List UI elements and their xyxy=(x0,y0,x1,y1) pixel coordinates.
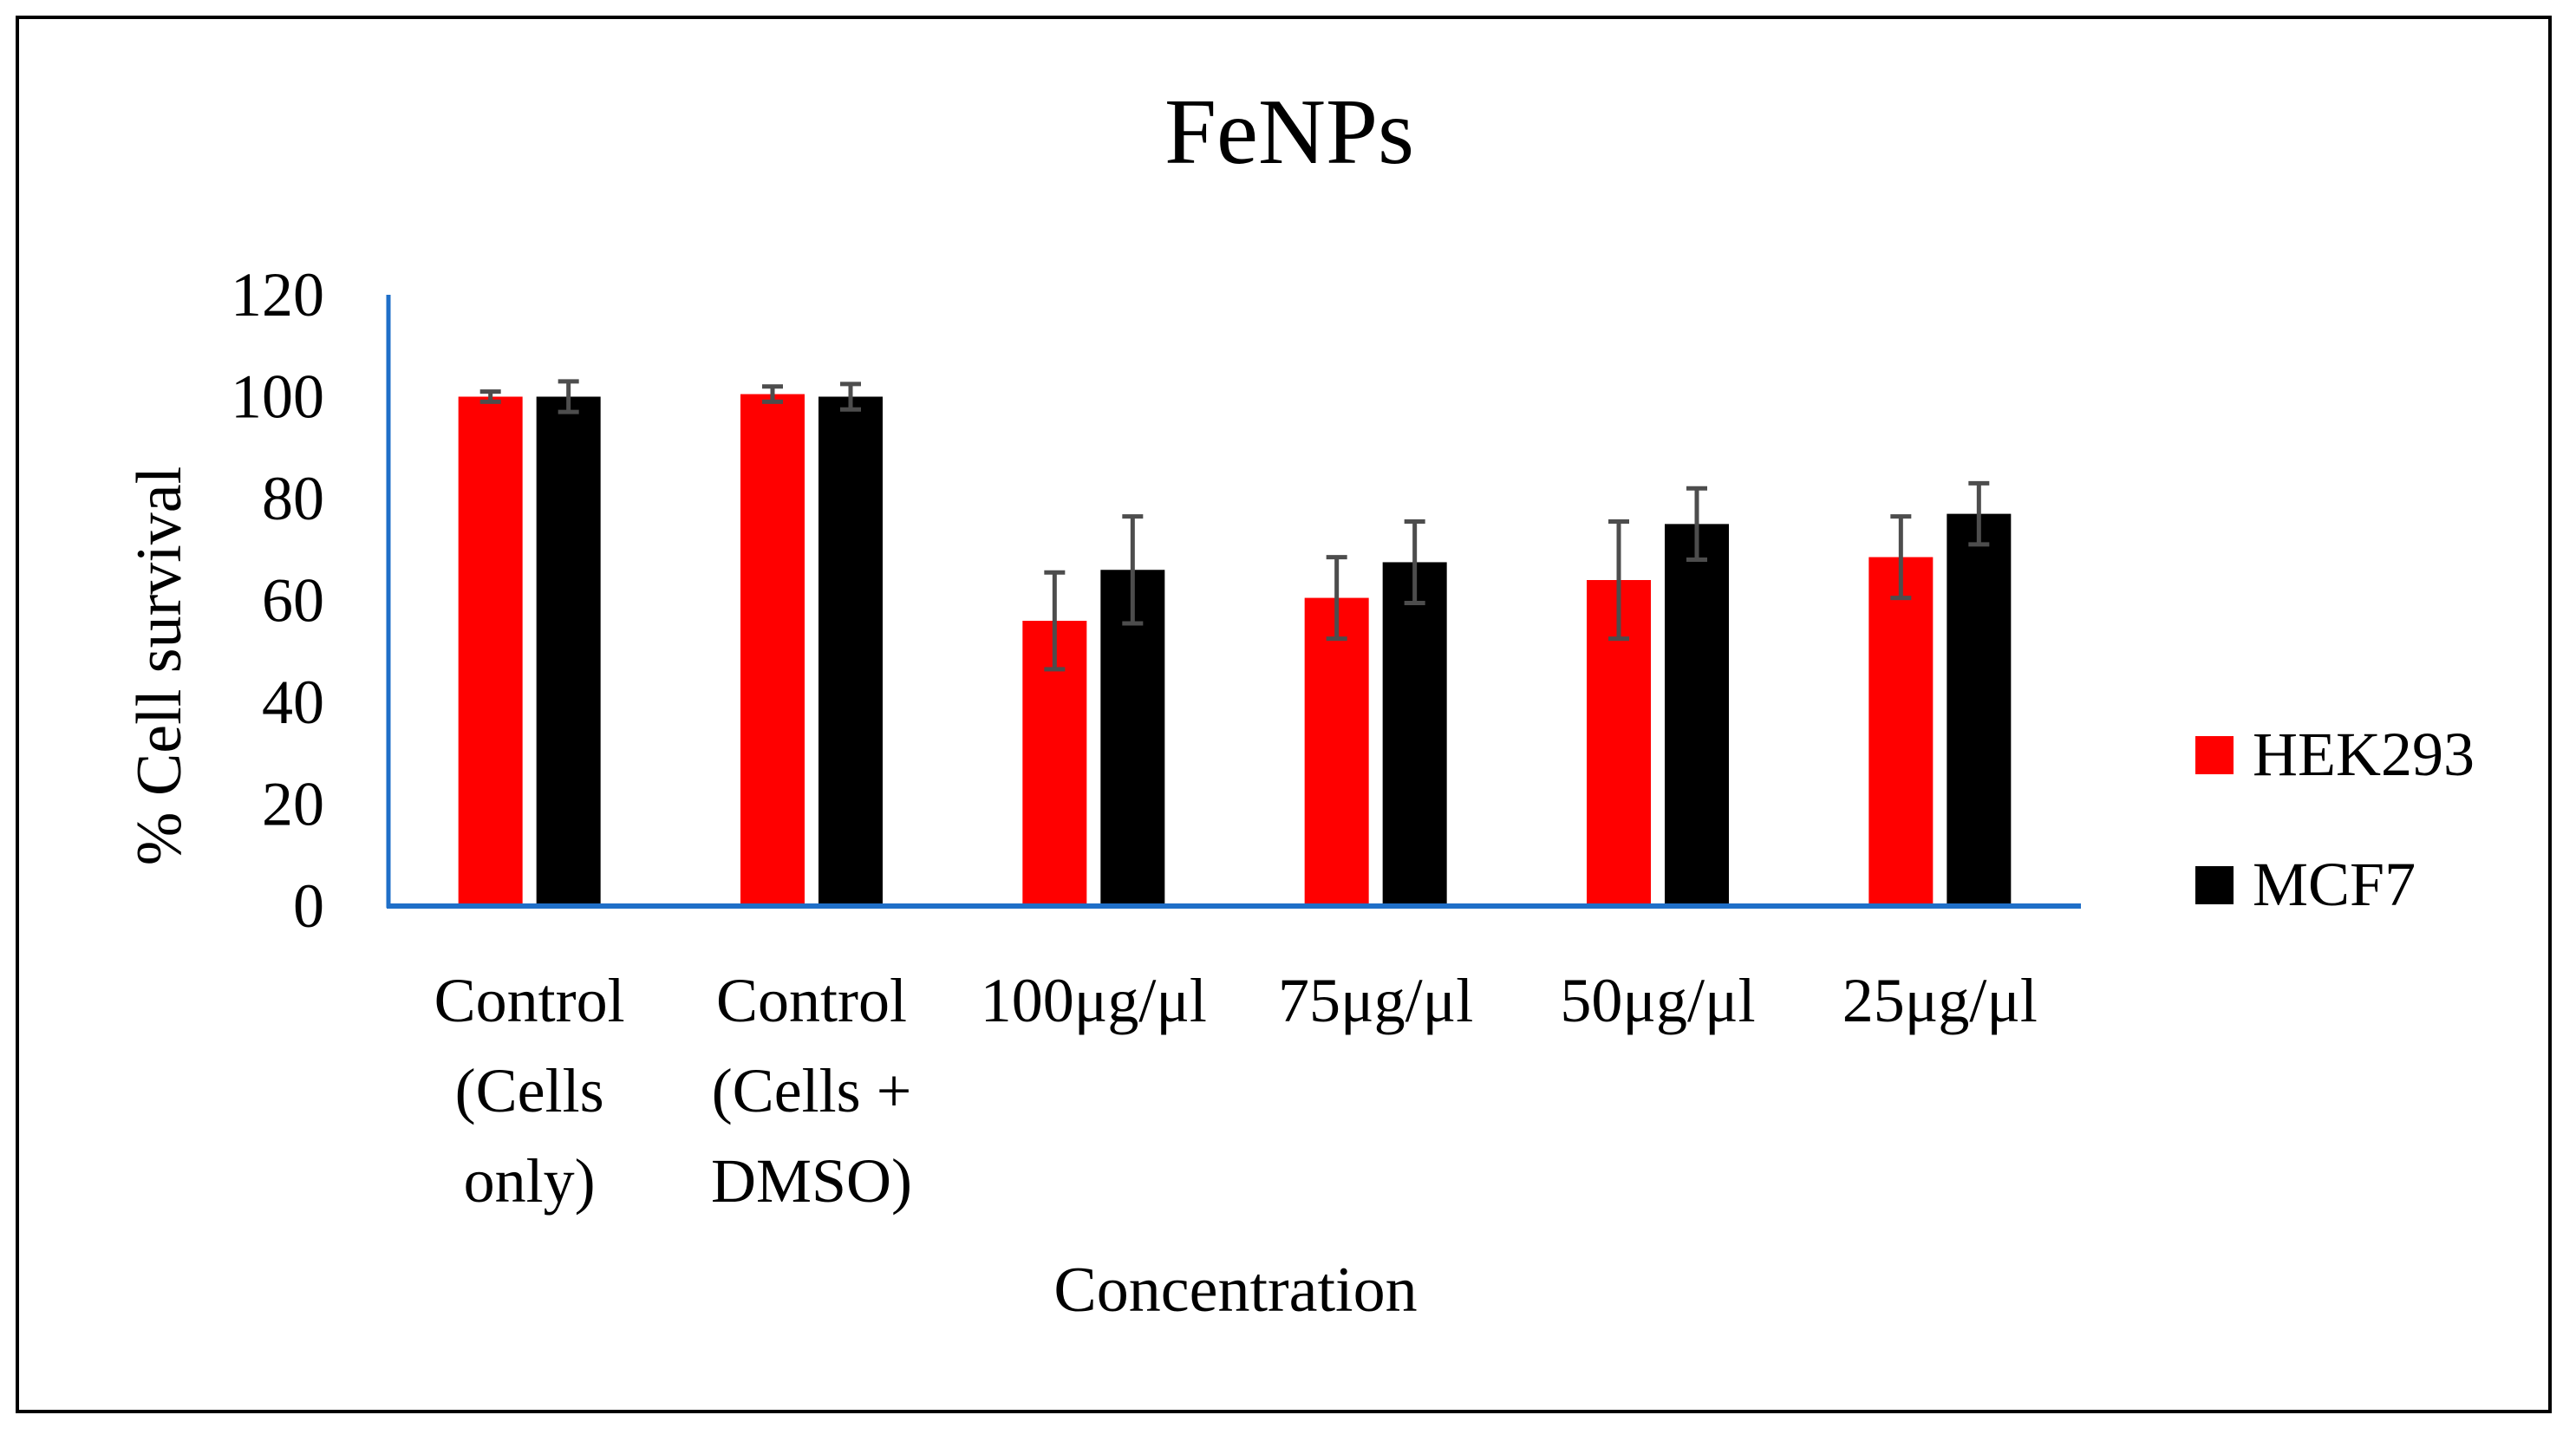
bars xyxy=(458,394,2012,906)
y-tick-label: 40 xyxy=(262,668,324,737)
legend-label-mcf7: MCF7 xyxy=(2253,850,2416,919)
error-bar-mcf7 xyxy=(1404,518,1425,605)
error-bar-hek293 xyxy=(479,389,501,404)
error-bar-mcf7 xyxy=(558,379,579,414)
y-tick-label: 120 xyxy=(231,260,324,329)
x-tick-label: 25μg/μl xyxy=(1842,966,2038,1035)
bar-mcf7 xyxy=(1100,570,1165,906)
legend-swatch-hek293 xyxy=(2195,736,2234,774)
bar-hek293 xyxy=(740,394,805,906)
x-tick-label: Control (Cells only) xyxy=(434,966,625,1216)
x-tick-label-line: only) xyxy=(464,1146,596,1216)
x-tick-labels: Control (Cells only) Control (Cells + DMSO) 10… xyxy=(434,966,2038,1216)
error-bar-mcf7 xyxy=(1968,480,1990,547)
y-tick-label: 0 xyxy=(293,871,324,941)
x-tick-label: 75μg/μl xyxy=(1278,966,1473,1035)
legend-swatch-mcf7 xyxy=(2195,866,2234,904)
error-bars xyxy=(479,379,1990,672)
bar-hek293 xyxy=(458,396,523,906)
bar-hek293 xyxy=(1304,597,1369,906)
y-tick-label: 100 xyxy=(231,362,324,432)
x-tick-label-line: (Cells xyxy=(455,1056,604,1125)
x-tick-label-line: (Cells + xyxy=(712,1056,912,1125)
bar-mcf7 xyxy=(818,396,883,906)
error-bar-mcf7 xyxy=(840,381,861,412)
error-bar-mcf7 xyxy=(1686,486,1707,562)
x-tick-label-line: 75μg/μl xyxy=(1278,966,1473,1035)
x-tick-label: 50μg/μl xyxy=(1560,966,1755,1035)
legend-label-hek293: HEK293 xyxy=(2253,720,2475,789)
bar-mcf7 xyxy=(536,396,601,906)
x-tick-label: Control (Cells + DMSO) xyxy=(711,966,912,1216)
x-tick-label-line: Control xyxy=(434,966,625,1035)
bar-mcf7 xyxy=(1382,562,1447,906)
x-tick-label: 100μg/μl xyxy=(981,966,1207,1035)
bar-mcf7 xyxy=(1947,513,2012,906)
x-tick-label-line: 25μg/μl xyxy=(1842,966,2038,1035)
axes xyxy=(386,295,2081,909)
x-axis-label: Concentration xyxy=(1053,1255,1417,1326)
error-bar-mcf7 xyxy=(1122,514,1144,626)
x-tick-label-line: DMSO) xyxy=(711,1146,912,1216)
error-bar-hek293 xyxy=(1608,518,1629,642)
legend: HEK293 MCF7 xyxy=(2195,720,2475,919)
chart-title: FeNPs xyxy=(1164,81,1414,184)
y-tick-label: 20 xyxy=(262,770,324,839)
bar-hek293 xyxy=(1868,557,1934,906)
x-tick-label-line: Control xyxy=(716,966,907,1035)
error-bar-hek293 xyxy=(1044,570,1066,672)
y-axis-label: % Cell survival xyxy=(124,466,195,865)
y-tick-label: 80 xyxy=(262,464,324,533)
chart-frame xyxy=(16,16,2552,1413)
error-bar-hek293 xyxy=(1326,555,1347,642)
x-tick-label-line: 50μg/μl xyxy=(1560,966,1755,1035)
y-tick-label: 60 xyxy=(262,566,324,636)
bar-mcf7 xyxy=(1665,524,1729,906)
x-tick-label-line: 100μg/μl xyxy=(981,966,1207,1035)
error-bar-hek293 xyxy=(1890,514,1912,601)
y-tick-labels: 0 20 40 60 80 100 120 xyxy=(231,260,324,941)
error-bar-hek293 xyxy=(762,384,783,404)
